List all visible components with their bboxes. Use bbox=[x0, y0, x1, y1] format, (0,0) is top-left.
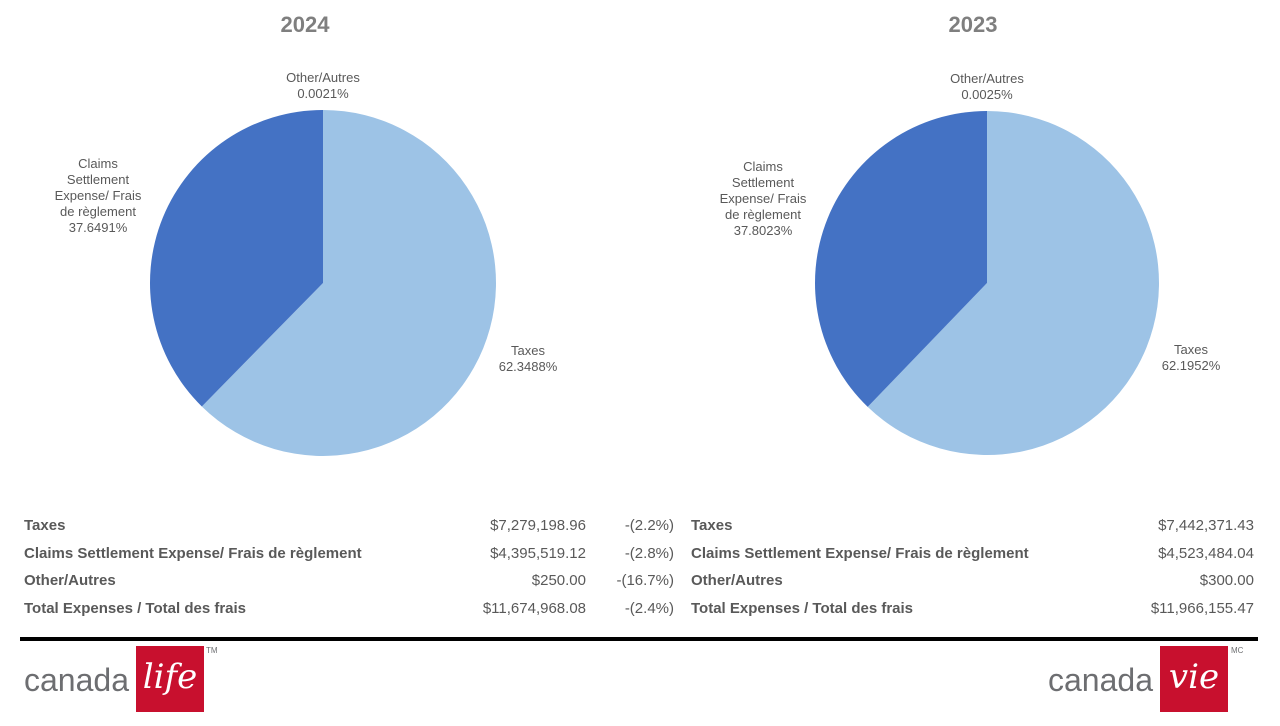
table-row: Other/Autres $250.00 -(16.7%) bbox=[24, 567, 674, 595]
slice-label-claims: Claims Settlement Expense/ Frais de règleme… bbox=[55, 156, 142, 235]
row-change: -(2.8%) bbox=[624, 544, 674, 562]
row-label: Other/Autres bbox=[24, 572, 116, 590]
table-row: Taxes $7,442,371.43 bbox=[691, 512, 1254, 540]
row-change: -(2.4%) bbox=[624, 599, 674, 617]
row-change: -(2.2%) bbox=[624, 517, 674, 535]
table-row: Total Expenses / Total des frais $11,674… bbox=[24, 595, 674, 623]
slice-label-other: Other/Autres 0.0025% bbox=[950, 71, 1024, 102]
logo-wordmark: canada bbox=[1048, 662, 1153, 698]
pie-chart-2024: Other/Autres 0.0021% Taxes 62.3488% Claims Se… bbox=[55, 70, 558, 457]
slice-label-taxes: Taxes 62.1952% bbox=[1162, 342, 1221, 373]
row-label: Other/Autres bbox=[691, 572, 783, 590]
canada-life-logo: canada life TM bbox=[24, 646, 224, 712]
table-row: Claims Settlement Expense/ Frais de règl… bbox=[24, 540, 674, 568]
row-label: Claims Settlement Expense/ Frais de règl… bbox=[691, 544, 1029, 562]
pie-slice-claims bbox=[149, 110, 323, 407]
row-change: -(16.7%) bbox=[616, 572, 674, 590]
row-label: Taxes bbox=[691, 517, 733, 535]
table-row: Taxes $7,279,198.96 -(2.2%) bbox=[24, 512, 674, 540]
footer-divider bbox=[20, 637, 1258, 641]
canada-vie-logo: canada vie MC bbox=[1048, 646, 1258, 712]
summary-table-2023: Taxes $7,442,371.43 Claims Settlement Ex… bbox=[691, 512, 1254, 622]
row-amount: $300.00 bbox=[1199, 572, 1254, 590]
logo-wordmark: canada bbox=[24, 662, 129, 698]
pie-slice-taxes bbox=[201, 110, 496, 457]
slice-label-taxes: Taxes 62.3488% bbox=[499, 343, 558, 374]
pie-chart-2023: Other/Autres 0.0025% Taxes 62.1952% Claims Se… bbox=[720, 71, 1221, 455]
slice-label-claims: Claims Settlement Expense/ Frais de règleme… bbox=[720, 159, 807, 238]
summary-table-2024: Taxes $7,279,198.96 -(2.2%) Claims Settl… bbox=[24, 512, 674, 622]
table-row: Claims Settlement Expense/ Frais de règl… bbox=[691, 540, 1254, 568]
slice-label-other: Other/Autres 0.0021% bbox=[286, 70, 360, 101]
trademark-mark: TM bbox=[206, 646, 218, 655]
table-row: Other/Autres $300.00 bbox=[691, 567, 1254, 595]
row-label: Total Expenses / Total des frais bbox=[691, 599, 914, 617]
row-label: Taxes bbox=[24, 517, 66, 535]
row-amount: $11,966,155.47 bbox=[1150, 599, 1254, 617]
chart-title-2023: 2023 bbox=[948, 12, 998, 37]
pie-slice-taxes bbox=[867, 111, 1160, 455]
logo-script-box: vie bbox=[1160, 646, 1228, 712]
row-amount: $4,395,519.12 bbox=[490, 544, 586, 562]
row-amount: $7,279,198.96 bbox=[490, 517, 586, 535]
row-label: Total Expenses / Total des frais bbox=[24, 599, 247, 617]
logo-script-box: life bbox=[136, 646, 204, 712]
row-amount: $11,674,968.08 bbox=[482, 599, 586, 617]
pie-slice-claims bbox=[815, 110, 987, 407]
row-label: Claims Settlement Expense/ Frais de règl… bbox=[24, 544, 362, 562]
row-amount: $7,442,371.43 bbox=[1158, 517, 1254, 535]
row-amount: $4,523,484.04 bbox=[1158, 544, 1254, 562]
row-amount: $250.00 bbox=[531, 572, 586, 590]
table-row: Total Expenses / Total des frais $11,966… bbox=[691, 595, 1254, 623]
trademark-mark: MC bbox=[1231, 646, 1244, 655]
chart-title-2024: 2024 bbox=[280, 12, 330, 37]
